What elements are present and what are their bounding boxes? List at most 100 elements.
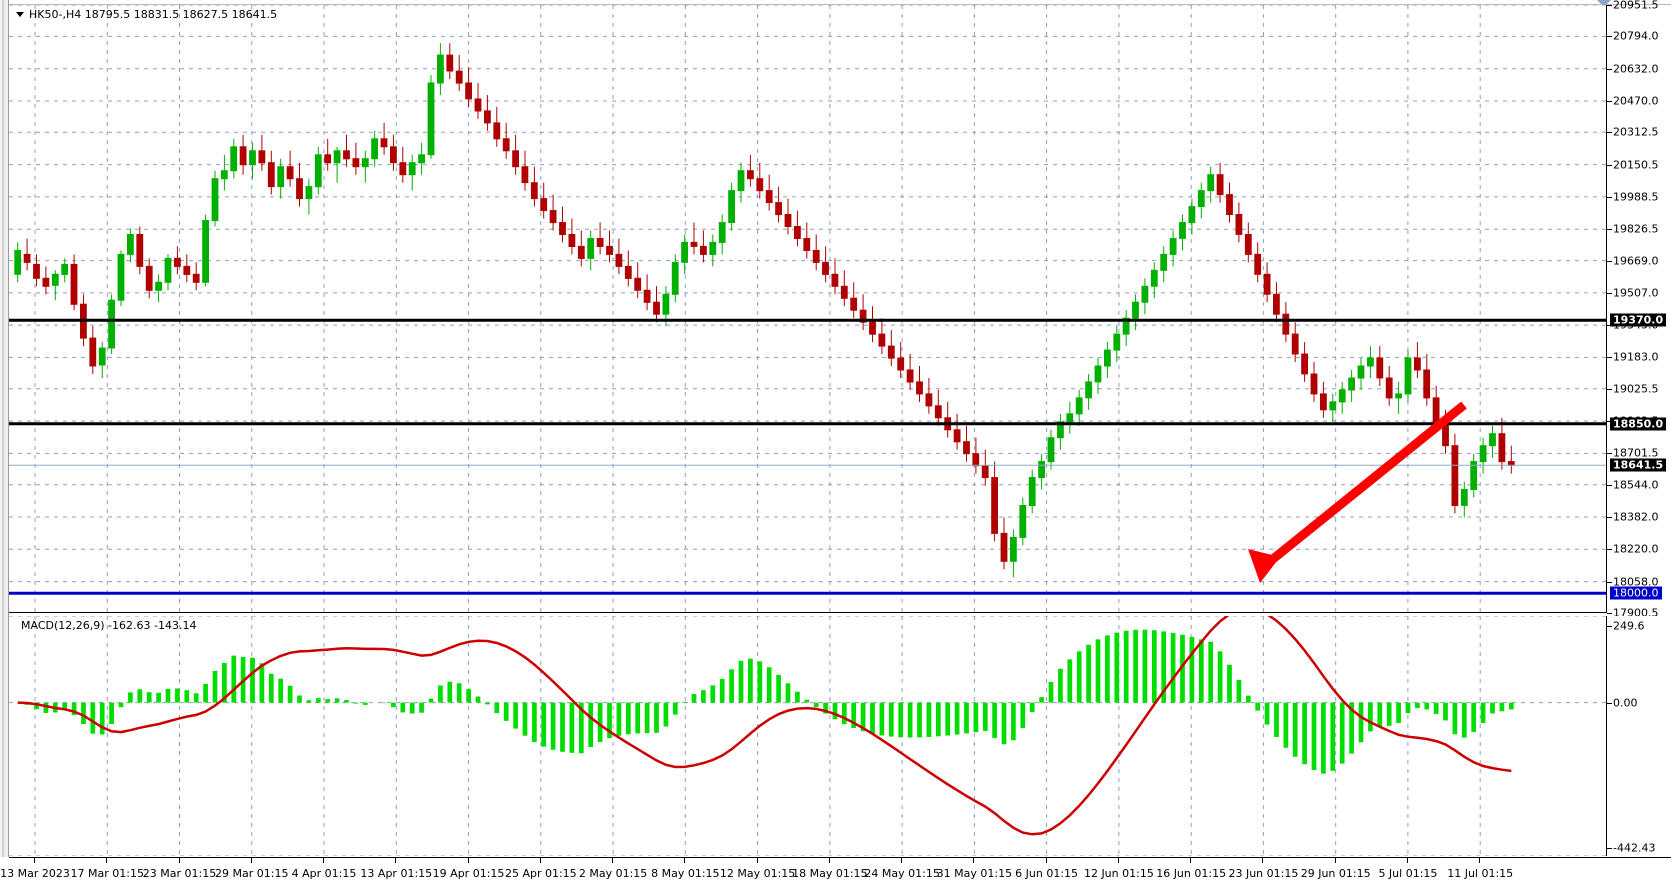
time-tick — [684, 858, 686, 863]
window-top-strip — [0, 0, 1671, 5]
time-tick — [901, 858, 903, 863]
axis-label: 20794.0 — [1613, 29, 1659, 43]
time-tick — [1406, 858, 1408, 863]
time-tick — [1190, 858, 1192, 863]
axis-tick — [1607, 5, 1612, 6]
time-axis-label: 31 May 01:15 — [936, 867, 1013, 880]
symbol-ohlc-label: HK50-,H4 18795.5 18831.5 18627.5 18641.5 — [29, 8, 278, 21]
macd-indicator-pane[interactable]: MACD(12,26,9) -162.63 -143.14 — [9, 616, 1606, 856]
time-axis-label: 23 Mar 01:15 — [142, 867, 217, 880]
axis-tick — [1607, 453, 1612, 455]
time-axis-label: 18 May 01:15 — [792, 867, 868, 880]
time-tick — [612, 858, 614, 863]
axis-tick — [1607, 848, 1612, 849]
axis-tick — [1607, 421, 1612, 423]
time-tick — [828, 858, 830, 863]
time-axis-label: 29 Mar 01:15 — [215, 867, 289, 880]
macd-value-axis[interactable]: 249.6 0.00 -442.43 — [1606, 616, 1671, 856]
axis-label: 18000.0 — [1610, 586, 1662, 600]
time-tick — [34, 858, 35, 863]
time-axis-label: 2 May 01:15 — [578, 867, 648, 880]
time-tick — [539, 858, 541, 863]
axis-tick — [1607, 581, 1612, 583]
time-tick — [323, 858, 325, 863]
time-axis-label: 12 Jun 01:15 — [1083, 867, 1154, 880]
axis-label: 19183.0 — [1613, 350, 1659, 364]
time-axis-label: 24 May 01:15 — [864, 867, 940, 880]
time-axis-label: 13 Mar 2023 — [0, 867, 70, 880]
price-chart-canvas — [9, 5, 1606, 612]
time-axis-label: 23 Jun 01:15 — [1228, 867, 1299, 880]
time-tick — [178, 858, 180, 863]
axis-tick — [1607, 388, 1612, 390]
axis-label: 18850.0 — [1610, 417, 1667, 431]
macd-chart-canvas — [9, 616, 1606, 856]
scroll-nub-icon[interactable] — [1597, 0, 1611, 7]
macd-label: MACD(12,26,9) -162.63 -143.14 — [21, 619, 197, 632]
axis-tick — [1607, 549, 1612, 551]
time-axis-label: 25 Apr 01:15 — [504, 867, 577, 880]
axis-tick — [1607, 229, 1612, 231]
time-axis-label: 16 Jun 01:15 — [1156, 867, 1227, 880]
time-axis-label: 4 Apr 01:15 — [291, 867, 357, 880]
time-axis-label: 17 Mar 01:15 — [70, 867, 144, 880]
axis-label: 19370.0 — [1610, 313, 1667, 327]
time-axis-label: 6 Jun 01:15 — [1015, 867, 1079, 880]
axis-label: 19988.5 — [1613, 190, 1659, 204]
time-axis-label: 29 Jun 01:15 — [1300, 867, 1371, 880]
axis-label: 17900.5 — [1613, 606, 1659, 620]
axis-label: 19025.5 — [1613, 382, 1659, 396]
time-tick — [1334, 858, 1336, 863]
axis-label: 19507.0 — [1613, 286, 1659, 300]
time-tick — [756, 858, 758, 863]
axis-label: 20150.5 — [1613, 158, 1659, 172]
axis-label: 18641.5 — [1610, 458, 1667, 472]
axis-tick — [1607, 626, 1612, 627]
axis-tick — [1607, 164, 1612, 166]
time-axis-label: 5 Jul 01:15 — [1378, 867, 1438, 880]
price-axis[interactable]: 20951.5 20794.0 20632.0 20470.0 20312.5 20150… — [1606, 0, 1671, 619]
time-tick — [1262, 858, 1264, 863]
axis-tick — [1607, 357, 1612, 359]
time-tick — [395, 858, 397, 863]
time-axis[interactable]: 13 Mar 2023 17 Mar 01:15 23 Mar 01:15 29 Ma… — [0, 857, 1671, 889]
axis-label: 20312.5 — [1613, 125, 1659, 139]
time-tick — [250, 858, 252, 863]
axis-tick — [1607, 68, 1612, 70]
axis-label: 19826.5 — [1613, 222, 1659, 236]
axis-tick — [1607, 702, 1612, 704]
axis-tick — [1607, 292, 1612, 294]
axis-label: 20632.0 — [1613, 62, 1659, 76]
time-axis-label: 19 Apr 01:15 — [432, 867, 505, 880]
axis-tick — [1607, 325, 1612, 327]
time-tick — [467, 858, 469, 863]
time-tick — [973, 858, 975, 863]
axis-tick — [1607, 484, 1612, 486]
axis-tick — [1607, 517, 1612, 519]
axis-label: 20951.5 — [1613, 0, 1659, 12]
time-axis-label: 11 Jul 01:15 — [1447, 867, 1514, 880]
time-tick — [1045, 858, 1047, 863]
axis-label: 18058.0 — [1613, 575, 1659, 589]
axis-label: 18544.0 — [1613, 478, 1659, 492]
axis-tick — [1607, 100, 1612, 102]
time-tick — [1479, 858, 1481, 863]
axis-label: 20470.0 — [1613, 94, 1659, 108]
axis-tick — [1607, 36, 1612, 38]
axis-tick — [1607, 196, 1612, 198]
axis-label: -442.43 — [1613, 841, 1656, 855]
axis-label: 249.6 — [1613, 619, 1645, 633]
axis-label: 0.00 — [1613, 696, 1638, 710]
axis-label: 18382.0 — [1613, 510, 1659, 524]
time-tick — [1117, 858, 1119, 863]
time-axis-label: 12 May 01:15 — [719, 867, 796, 880]
time-tick — [106, 858, 108, 863]
vertical-scroll-gutter[interactable] — [0, 0, 9, 857]
axis-label: 19669.0 — [1613, 254, 1659, 268]
axis-tick — [1607, 132, 1612, 134]
axis-tick — [1607, 260, 1612, 262]
axis-label: 18701.5 — [1613, 446, 1659, 460]
chart-menu-triangle-icon[interactable] — [16, 12, 24, 17]
price-chart-pane[interactable]: HK50-,H4 18795.5 18831.5 18627.5 18641.5 — [9, 5, 1606, 613]
time-axis-label: 13 Apr 01:15 — [360, 867, 433, 880]
